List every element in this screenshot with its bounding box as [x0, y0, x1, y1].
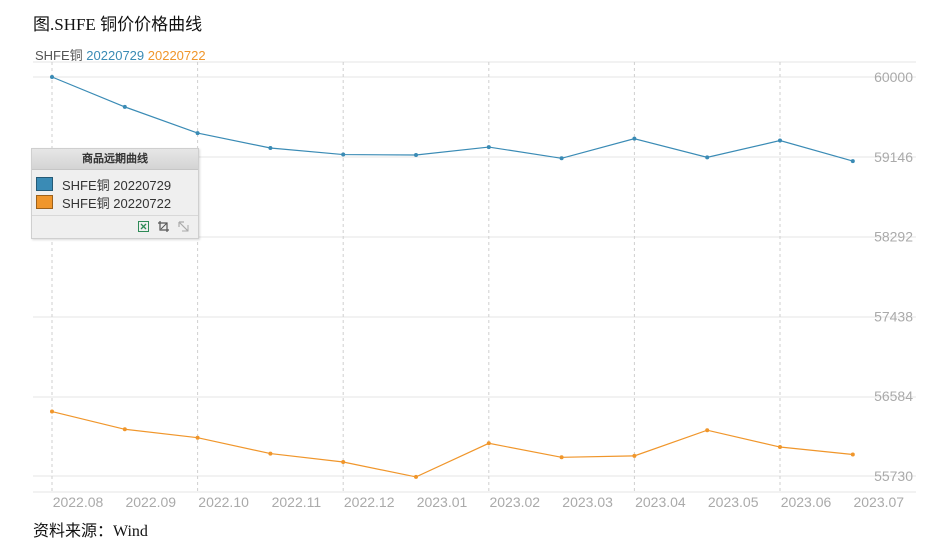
series-2-point: [778, 445, 782, 450]
series-2-point: [195, 435, 200, 440]
x-tick-label: 2023.01: [417, 494, 468, 510]
y-tick-label: 56584: [874, 388, 913, 404]
x-tick-label: 2022.12: [344, 494, 395, 510]
y-tick-label: 60000: [874, 69, 913, 85]
legend-box-item-2-label: SHFE铜 20220722: [62, 196, 172, 211]
legend-box-item-2[interactable]: SHFE铜 20220722: [36, 195, 171, 211]
series-2-point: [850, 452, 855, 457]
collapse-icon[interactable]: [178, 221, 189, 232]
series-1-point: [195, 131, 200, 136]
export-excel-icon[interactable]: [138, 221, 149, 232]
legend-box[interactable]: 商品远期曲线 SHFE铜 20220729 SHFE铜 20220722: [31, 148, 199, 239]
series-1-point: [705, 155, 710, 160]
x-tick-label: 2022.10: [198, 494, 249, 510]
series-1-point: [50, 75, 54, 79]
figure-title: 图.SHFE 铜价价格曲线: [33, 15, 203, 34]
series-1-swatch: [36, 177, 53, 191]
series-1-point: [414, 153, 418, 158]
legend-box-title: 商品远期曲线: [32, 149, 198, 170]
crop-icon[interactable]: [158, 221, 169, 232]
y-tick-label: 58292: [874, 229, 913, 245]
series-2-point: [632, 453, 637, 458]
series-1-line: [51, 76, 853, 162]
legend-box-item-1[interactable]: SHFE铜 20220729: [36, 177, 171, 193]
legend-top-item-2[interactable]: 20220722: [147, 48, 206, 63]
series-1-point: [559, 156, 564, 161]
series-2-point: [705, 428, 710, 433]
series-2-point: [268, 451, 273, 456]
x-tick-label: 2023.04: [635, 494, 686, 510]
legend-box-toolbar: [32, 215, 198, 238]
series-2-point: [486, 441, 491, 446]
series-1-point: [850, 159, 855, 164]
series-2-point: [559, 455, 564, 460]
series-2-swatch: [36, 195, 53, 209]
series-2-line: [51, 410, 853, 478]
legend-box-item-1-label: SHFE铜 20220729: [62, 178, 172, 193]
y-tick-label: 55730: [874, 468, 913, 484]
series-1-point: [486, 145, 491, 150]
legend-prefix: SHFE铜: [35, 48, 83, 63]
series-1-point: [778, 138, 782, 143]
series-1-point: [268, 146, 273, 151]
series-2-point: [122, 427, 127, 432]
x-tick-label: 2023.03: [562, 494, 613, 510]
legend-top-item-1[interactable]: 20220729: [86, 48, 145, 63]
x-tick-label: 2022.11: [272, 494, 322, 510]
series-2-point: [414, 474, 418, 479]
series-1-point: [632, 136, 637, 141]
series-2-point: [50, 409, 54, 414]
x-tick-label: 2023.02: [489, 494, 540, 510]
figure-source: 资料来源：Wind: [33, 523, 148, 540]
y-tick-label: 57438: [874, 308, 913, 324]
legend-top: SHFE铜 20220729 20220722: [35, 45, 206, 64]
series-2-point: [341, 459, 346, 464]
y-tick-label: 59146: [874, 149, 913, 165]
x-tick-label: 2022.08: [53, 494, 104, 510]
x-tick-label: 2023.07: [853, 494, 904, 510]
series-1-point: [122, 104, 127, 109]
x-tick-label: 2023.06: [781, 494, 832, 510]
series-1-point: [341, 152, 346, 157]
x-tick-label: 2023.05: [708, 494, 759, 510]
x-tick-label: 2022.09: [125, 494, 176, 510]
